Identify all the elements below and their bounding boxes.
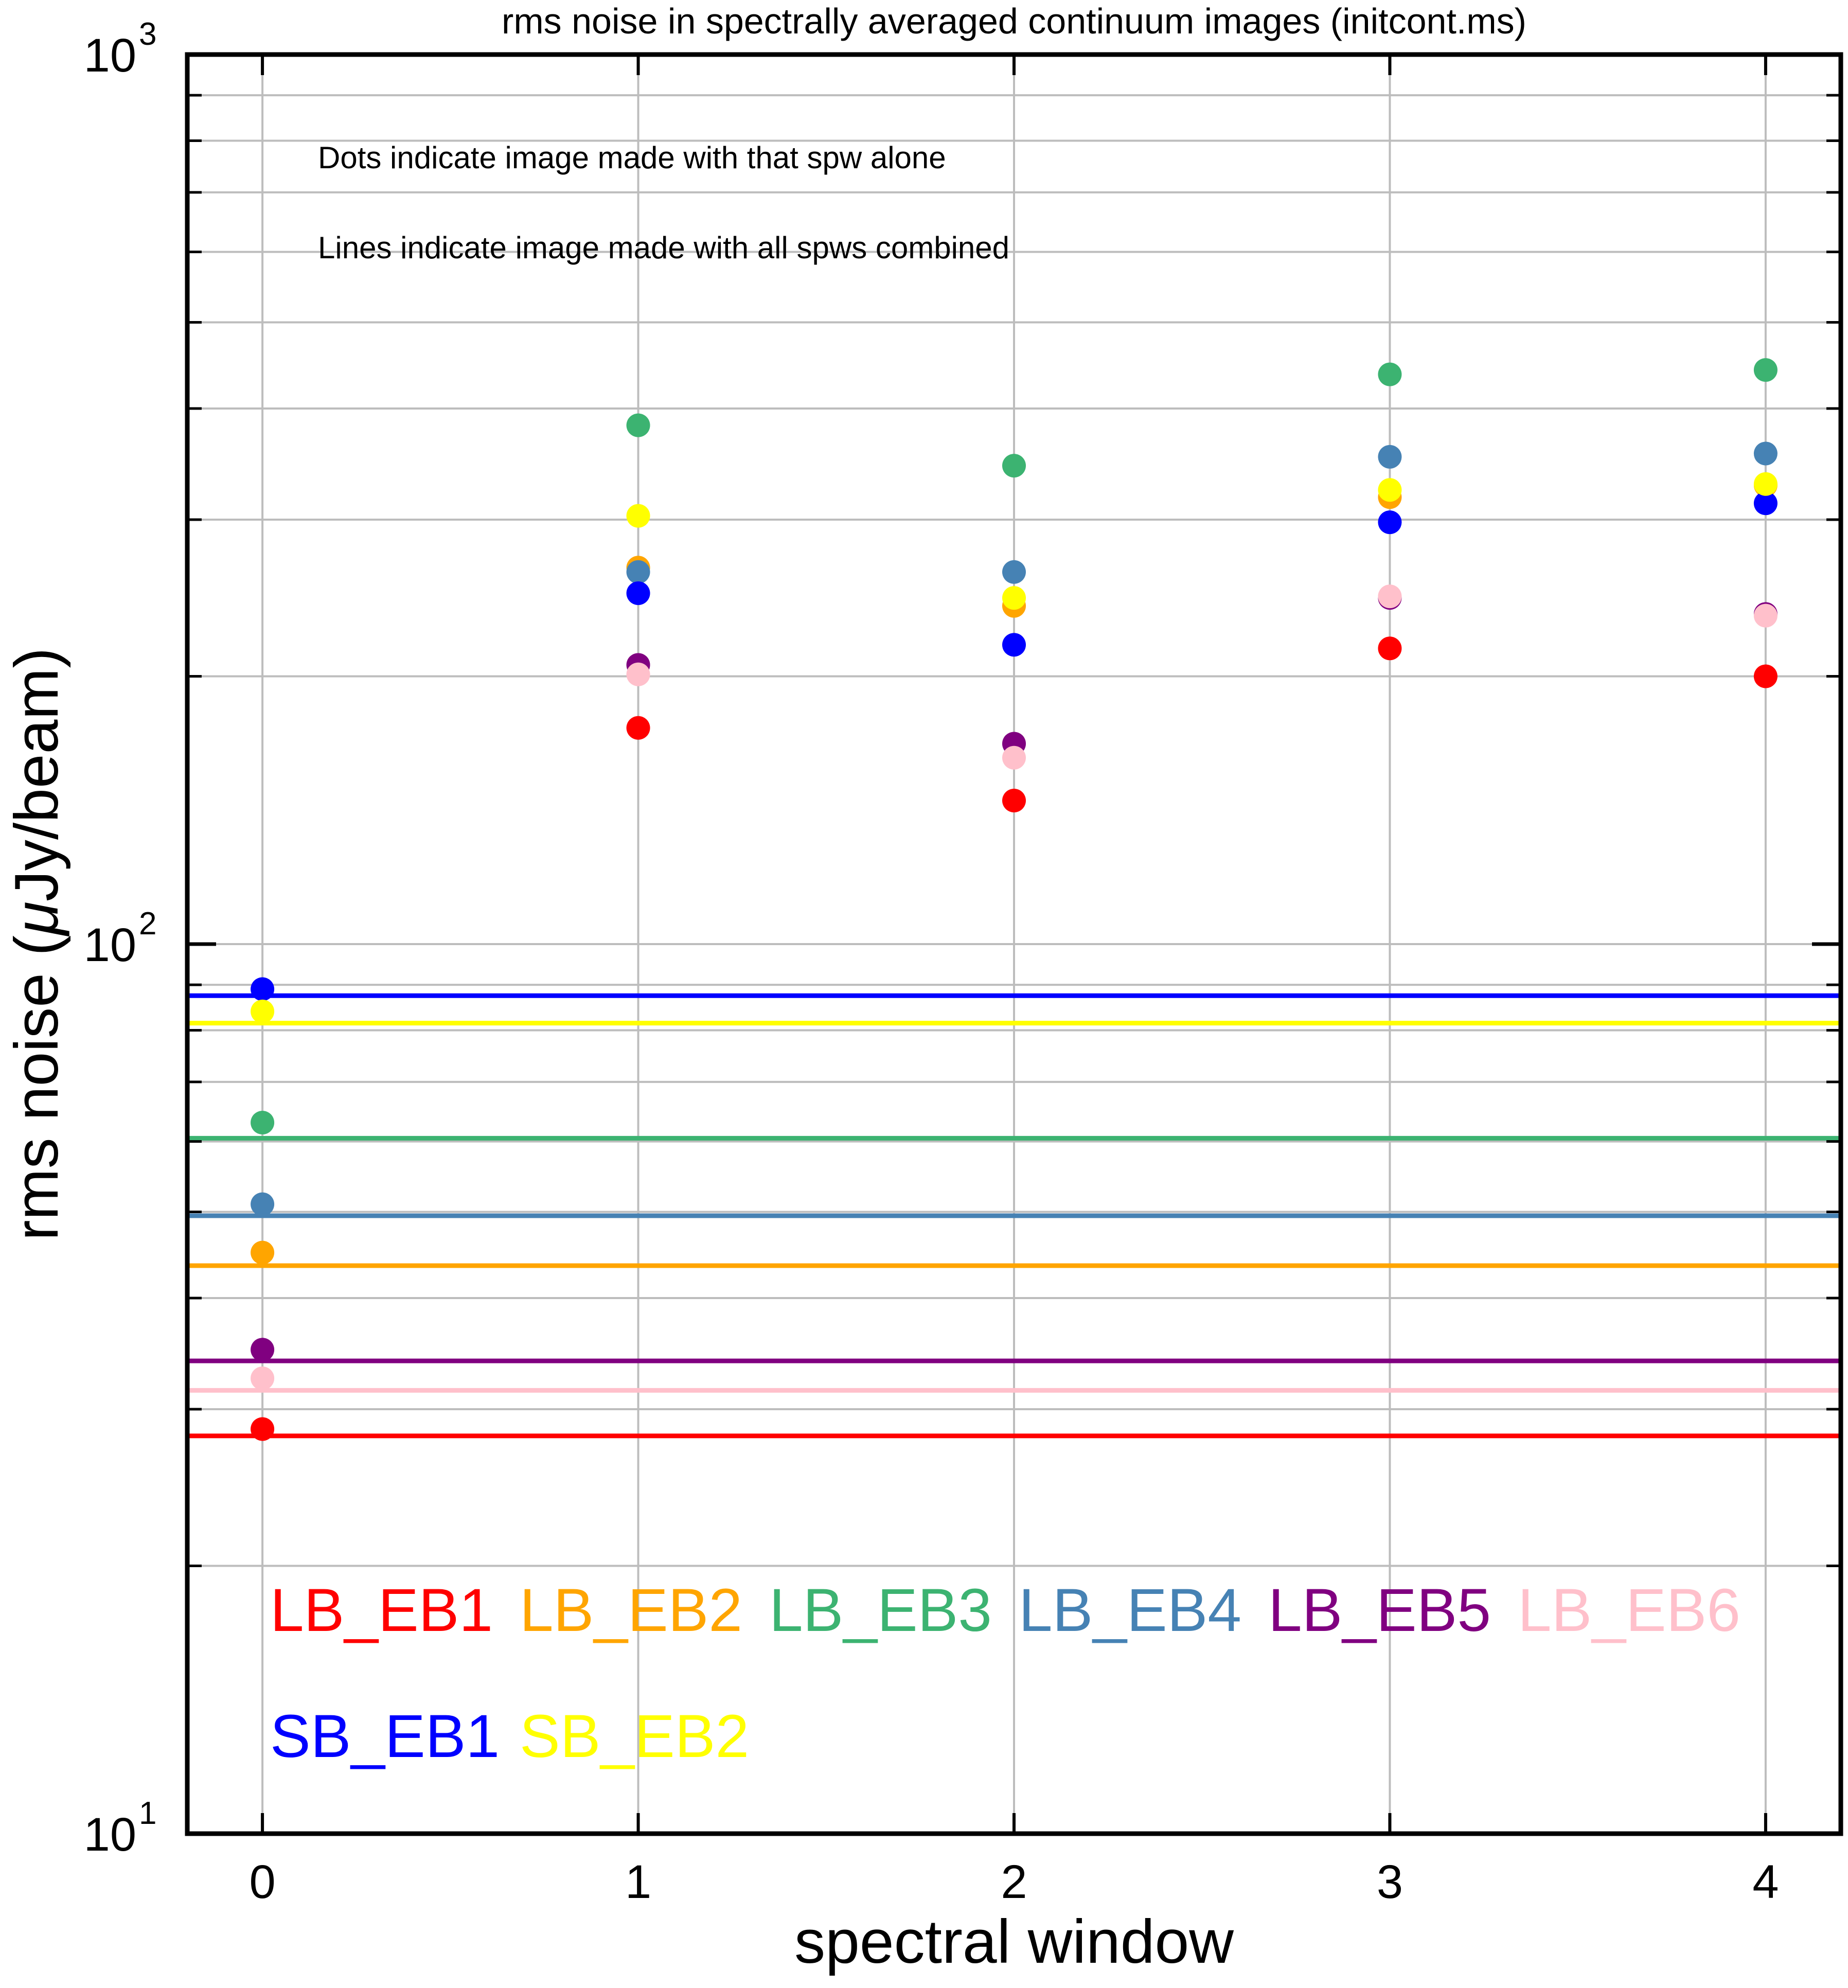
data-points	[251, 358, 1778, 1441]
y-tick-label-base: 10	[84, 919, 136, 971]
data-point-sb-eb1	[251, 977, 275, 1001]
annotation-dots: Dots indicate image made with that spw a…	[318, 140, 946, 175]
data-point-lb-eb6	[626, 662, 650, 686]
data-point-lb-eb4	[626, 560, 650, 584]
data-point-lb-eb3	[251, 1110, 275, 1134]
data-point-lb-eb1	[1378, 636, 1402, 661]
legend-label-lb-eb5: LB_EB5	[1268, 1576, 1491, 1644]
legend-label-lb-eb1: LB_EB1	[270, 1576, 493, 1644]
data-point-sb-eb2	[1753, 472, 1778, 496]
data-point-lb-eb4	[1002, 560, 1026, 584]
chart-title: rms noise in spectrally averaged continu…	[502, 1, 1526, 41]
data-point-lb-eb3	[1378, 362, 1402, 386]
y-tick-label-exponent: 3	[139, 16, 156, 52]
y-tick-label-exponent: 1	[139, 1796, 156, 1831]
axis-ticks	[187, 52, 1841, 1836]
data-point-sb-eb1	[626, 581, 650, 605]
legend: LB_EB1 LB_EB2 LB_EB3 LB_EB4 LB_EB5 LB_EB6 SB_E…	[270, 1576, 1740, 1770]
data-point-lb-eb6	[1002, 745, 1026, 770]
data-point-lb-eb6	[1378, 584, 1402, 609]
legend-label-sb-eb1: SB_EB1	[270, 1702, 500, 1770]
data-point-lb-eb3	[626, 413, 650, 437]
data-point-sb-eb2	[626, 504, 650, 528]
data-point-lb-eb6	[251, 1366, 275, 1390]
x-tick-label: 0	[250, 1856, 276, 1908]
data-point-lb-eb4	[251, 1192, 275, 1216]
y-tick-label-exponent: 2	[139, 906, 156, 942]
legend-label-sb-eb2: SB_EB2	[520, 1702, 749, 1770]
data-point-lb-eb1	[1753, 664, 1778, 688]
data-point-sb-eb2	[1378, 478, 1402, 502]
data-point-lb-eb3	[1002, 454, 1026, 478]
y-tick-label-base: 10	[84, 29, 136, 82]
legend-label-lb-eb2: LB_EB2	[520, 1576, 742, 1644]
data-point-lb-eb1	[251, 1417, 275, 1441]
y-axis-label: rms noise (μJy/beam)	[2, 648, 71, 1241]
data-point-lb-eb4	[1753, 441, 1778, 466]
data-point-sb-eb1	[1378, 510, 1402, 535]
data-point-sb-eb2	[251, 999, 275, 1023]
legend-label-lb-eb3: LB_EB3	[769, 1576, 992, 1644]
data-point-lb-eb3	[1753, 358, 1778, 382]
data-point-lb-eb1	[1002, 788, 1026, 812]
plot-frame	[185, 52, 1843, 1836]
annotation-lines: Lines indicate image made with all spws …	[318, 230, 1009, 265]
combined-lines	[187, 993, 1841, 1439]
legend-label-lb-eb6: LB_EB6	[1518, 1576, 1740, 1644]
data-point-sb-eb1	[1753, 491, 1778, 516]
x-tick-label: 4	[1752, 1856, 1779, 1908]
data-point-lb-eb4	[1378, 445, 1402, 469]
x-axis-label: spectral window	[794, 1907, 1234, 1976]
data-point-sb-eb2	[1002, 586, 1026, 610]
data-point-lb-eb6	[1753, 604, 1778, 628]
y-tick-label-base: 10	[84, 1808, 136, 1861]
data-point-lb-eb1	[626, 716, 650, 740]
legend-label-lb-eb4: LB_EB4	[1019, 1576, 1241, 1644]
y-axis-label-mu: μ	[2, 901, 71, 937]
data-point-lb-eb5	[251, 1338, 275, 1362]
y-axis-label-suffix: Jy/beam)	[2, 648, 71, 901]
data-point-lb-eb2	[251, 1240, 275, 1265]
x-tick-label: 3	[1377, 1856, 1403, 1908]
data-point-sb-eb1	[1002, 633, 1026, 657]
grid	[187, 55, 1841, 1834]
y-axis-label-prefix: rms noise (	[2, 935, 71, 1240]
x-tick-label: 2	[1001, 1856, 1027, 1908]
x-tick-label: 1	[625, 1856, 651, 1908]
